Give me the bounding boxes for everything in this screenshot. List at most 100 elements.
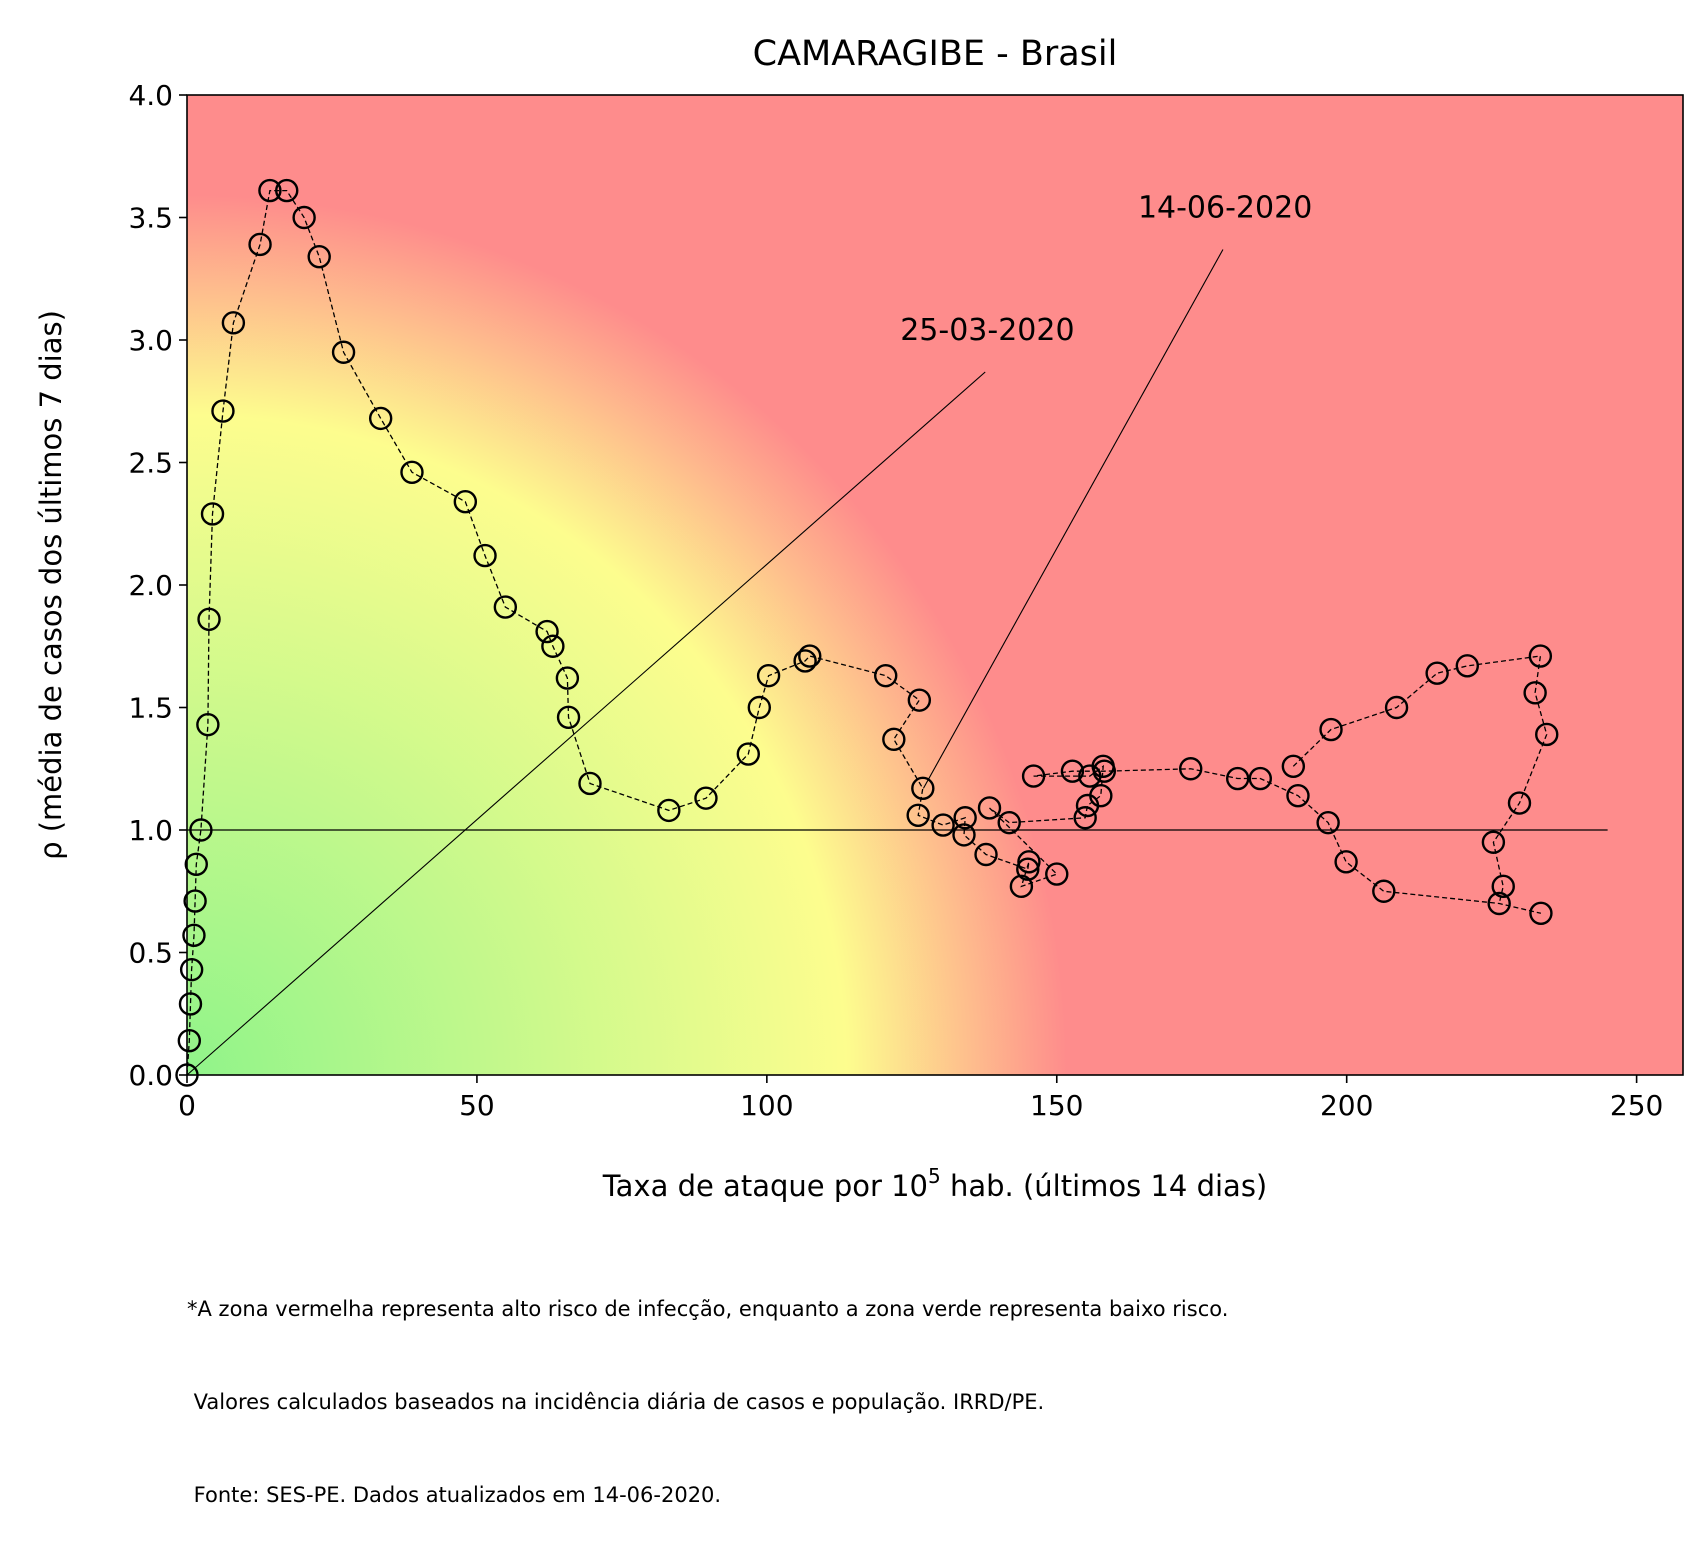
data-point: [275, 178, 299, 203]
data-point: [189, 818, 213, 842]
data-point: [535, 619, 559, 644]
data-point: [1334, 850, 1358, 874]
chart: 25-03-2020 14-06-2020 0 50 100 150 200 250 0.0…: [34, 34, 1684, 1203]
data-point: [453, 490, 478, 514]
x-tick-label: 250: [1610, 1089, 1663, 1122]
annotation-label: 14-06-2020: [1138, 191, 1312, 226]
data-point: [1372, 879, 1396, 903]
footnote: *A zona vermelha representa alto risco d…: [187, 1232, 1228, 1542]
annotation-line: [186, 371, 986, 1076]
data-point: [1481, 830, 1506, 854]
y-tick-label: 2.0: [128, 569, 173, 602]
data-point: [1016, 857, 1040, 881]
data-point: [1021, 764, 1046, 788]
data-point: [657, 798, 681, 823]
trajectory-line-2: [1292, 655, 1548, 904]
data-point: [906, 803, 930, 827]
data-point: [196, 712, 220, 737]
data-point: [177, 1028, 202, 1053]
data-point: [1455, 654, 1479, 678]
annotation-label: 25-03-2020: [900, 313, 1074, 348]
footnote-line-1: *A zona vermelha representa alto risco d…: [187, 1297, 1229, 1321]
data-point: [1092, 759, 1117, 783]
data-point: [977, 796, 1002, 820]
data-point: [798, 644, 822, 668]
data-point: [248, 232, 272, 257]
y-tick-label: 4.0: [128, 79, 173, 112]
data-point: [1073, 806, 1097, 830]
data-point: [178, 992, 203, 1016]
x-tick-label: 0: [178, 1089, 196, 1122]
data-point: [400, 460, 424, 484]
data-point: [931, 813, 955, 837]
plot-background: [187, 95, 1683, 1075]
data-point: [1248, 766, 1272, 791]
data-point: [1507, 791, 1532, 815]
data-point: [793, 649, 817, 673]
data-point: [1286, 784, 1310, 808]
data-point: [953, 806, 977, 830]
data-point: [493, 595, 518, 619]
data-point: [911, 776, 935, 801]
data-point: [736, 742, 760, 766]
data-point: [1535, 722, 1559, 747]
data-point: [1060, 759, 1085, 783]
x-axis-label-rest: hab. (últimos 14 dias): [941, 1169, 1268, 1203]
data-point: [292, 205, 316, 230]
y-tick-label: 1.0: [128, 814, 173, 847]
y-tick-label: 3.0: [128, 324, 173, 357]
data-point: [1281, 754, 1306, 778]
data-point: [907, 688, 932, 712]
data-point: [1319, 717, 1343, 742]
y-tick-label: 1.5: [128, 692, 173, 725]
data-point: [473, 543, 497, 568]
y-axis-label: ρ (média de casos dos últimos 7 dias): [34, 310, 68, 860]
data-point: [1017, 850, 1041, 874]
data-point: [1425, 661, 1449, 685]
data-point: [184, 852, 208, 876]
x-tick-label: 150: [1030, 1089, 1083, 1122]
data-point: [756, 663, 781, 688]
x-tick-label: 100: [740, 1089, 793, 1122]
data-point: [1225, 766, 1250, 791]
footnote-line-3: Fonte: SES-PE. Dados atualizados em 14-0…: [187, 1483, 722, 1507]
data-point: [1491, 874, 1515, 899]
data-point: [1523, 681, 1547, 705]
data-point: [694, 786, 718, 810]
x-tick-label: 200: [1320, 1089, 1373, 1122]
x-axis-label-superscript: 5: [928, 1164, 941, 1188]
data-point: [541, 634, 565, 658]
data-point: [555, 666, 580, 690]
data-point: [182, 923, 206, 948]
x-axis-label: Taxa de ataque por 105 hab. (últimos 14 …: [602, 1164, 1268, 1203]
x-axis-ticks: 0 50 100 150 200 250: [178, 1075, 1663, 1122]
y-tick-label: 2.5: [128, 447, 173, 480]
annotations: 25-03-2020 14-06-2020: [186, 191, 1312, 1076]
data-point: [874, 663, 898, 688]
data-point: [1045, 862, 1069, 886]
data-point: [307, 245, 331, 269]
y-axis-ticks: 0.0 0.5 1.0 1.5 2.0 2.5 3.0 3.5 4.0: [128, 79, 187, 1092]
data-point: [200, 502, 225, 526]
data-point: [997, 810, 1021, 835]
data-point: [952, 823, 976, 847]
x-axis-label-main: Taxa de ataque por 10: [602, 1169, 928, 1203]
y-tick-label: 3.5: [128, 202, 173, 235]
y-tick-label: 0.0: [128, 1059, 173, 1092]
data-point: [221, 311, 246, 335]
data-point: [974, 842, 998, 867]
data-point: [882, 727, 906, 752]
x-tick-label: 50: [459, 1089, 495, 1122]
data-point: [556, 705, 581, 729]
data-point: [1529, 901, 1553, 925]
data-point: [1089, 784, 1113, 808]
data-point: [368, 406, 393, 431]
data-point: [211, 399, 235, 423]
data-point: [331, 340, 356, 364]
data-point: [578, 771, 602, 796]
data-point: [1009, 874, 1034, 899]
annotation-line: [922, 249, 1224, 789]
data-point: [197, 607, 221, 631]
data-point: [1384, 695, 1409, 720]
y-tick-label: 0.5: [128, 937, 173, 970]
